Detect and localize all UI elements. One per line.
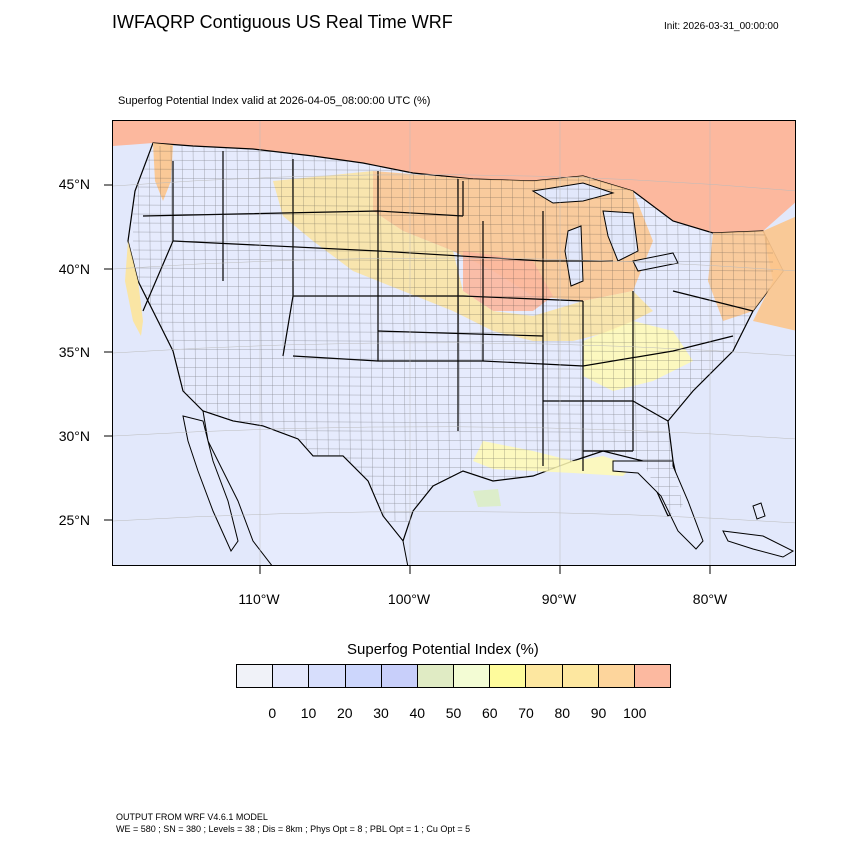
colorbar-tick-label: 30 (373, 705, 389, 721)
init-time-label: Init: 2026-03-31_00:00:00 (664, 21, 779, 32)
lon-label-80w: 80°W (692, 591, 728, 607)
colorbar-title: Superfog Potential Index (%) (347, 641, 539, 658)
atlantic-coast-orange-strip (753, 216, 795, 331)
graticule (113, 121, 795, 565)
lon-label-110w: 110°W (238, 591, 280, 607)
colorbar-swatch (490, 665, 527, 687)
chart-title: IWFAQRP Contiguous US Real Time WRF (112, 12, 453, 32)
colorbar-tick-label: 0 (268, 705, 277, 721)
lat-label-45n: 45°N (58, 176, 90, 192)
colorbar-tick-label: 100 (623, 705, 647, 721)
colorbar-swatch (273, 665, 310, 687)
lat-label-40n: 40°N (58, 261, 90, 277)
lon-label-90w: 90°W (541, 591, 577, 607)
colorbar-tick-label: 20 (336, 705, 353, 721)
plot-subtitle: Superfog Potential Index valid at 2026-0… (118, 95, 431, 107)
colorbar-swatch (237, 665, 274, 687)
lat-label-30n: 30°N (58, 428, 90, 444)
colorbar-swatch (598, 665, 635, 687)
gulf-coast-green-patch (473, 489, 501, 507)
colorbar-tick-label: 80 (554, 705, 571, 721)
colorbar-tick-label: 10 (300, 705, 317, 721)
mexico-landmass (202, 410, 409, 565)
great-lakes (531, 182, 679, 287)
florida-peninsula (612, 460, 704, 550)
colorbar-swatch (417, 665, 455, 687)
colorbar-tick-label: 50 (445, 705, 462, 721)
footer-model-line: OUTPUT FROM WRF V4.6.1 MODEL (116, 812, 268, 822)
colorbar-tick-label: 70 (518, 705, 534, 721)
map-canvas (113, 121, 795, 565)
colorbar-tick-label: 60 (481, 705, 498, 721)
northeast-high-zone (708, 231, 783, 321)
colorbar-swatch (309, 665, 346, 687)
lat-label-25n: 25°N (58, 512, 90, 528)
lon-label-100w: 100°W (387, 591, 431, 607)
footer-config-line: WE = 580 ; SN = 380 ; Levels = 38 ; Dis … (116, 824, 471, 834)
appalachian-yellow-band (583, 321, 693, 391)
colorbar-swatch (345, 665, 382, 687)
colorbar-swatch (526, 665, 563, 687)
colorbar-swatch (381, 665, 418, 687)
lat-label-35n: 35°N (58, 344, 90, 360)
colorbar (236, 664, 671, 688)
pacific-nw-orange-strip (153, 143, 173, 201)
colorbar-tick-label: 90 (590, 705, 607, 721)
pacific-coast-gold-strip (125, 241, 143, 336)
caribbean-islands (722, 502, 795, 558)
colorbar-swatch (634, 665, 671, 687)
upper-midwest-peak-zone (463, 251, 553, 311)
colorbar-tick-label: 40 (409, 705, 426, 721)
colorbar-swatch (562, 665, 599, 687)
baja-peninsula (182, 415, 239, 553)
central-gold-band (273, 171, 653, 341)
colorbar-swatch (454, 665, 491, 687)
map-panel (112, 120, 796, 566)
